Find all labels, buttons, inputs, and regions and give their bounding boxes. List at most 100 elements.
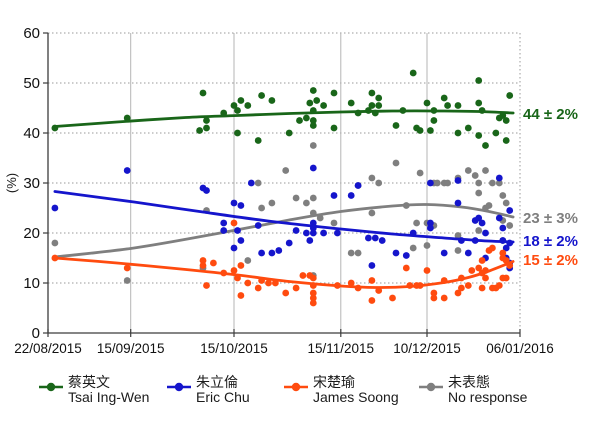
data-point-none [475,189,483,197]
data-point-soong [416,282,424,289]
data-point-tsai [375,94,383,102]
data-point-chu [454,177,462,184]
data-point-soong [454,289,462,297]
data-point-soong [502,257,510,264]
data-point-none [402,202,410,209]
data-point-soong [464,282,472,289]
data-point-soong [309,299,317,307]
y-tick-label: 40 [23,125,40,142]
data-point-chu [237,202,245,209]
data-point-soong [244,279,252,287]
data-point-tsai [368,102,376,109]
data-point-chu [285,239,293,247]
legend-label-zh: 蔡英文 [68,374,110,390]
data-point-chu [347,192,355,199]
data-point-tsai [230,102,238,109]
data-point-soong [309,282,317,289]
data-point-tsai [309,87,317,94]
data-point-tsai [234,107,241,114]
data-point-soong [478,257,486,264]
data-point-tsai [354,109,362,117]
data-point-tsai [492,129,500,137]
data-point-chu [230,244,238,252]
data-point-soong [478,284,486,292]
data-point-soong [389,294,396,302]
data-point-tsai [475,77,483,84]
data-point-chu [275,247,283,254]
data-point-chu [51,204,59,212]
data-point-soong [265,279,272,287]
data-point-chu [230,199,238,207]
data-point-chu [309,164,317,172]
data-point-tsai [409,69,417,77]
data-point-tsai [313,97,321,104]
data-point-chu [409,229,417,237]
data-point-tsai [440,94,448,102]
data-point-none [471,172,479,179]
data-point-soong [375,287,383,294]
y-tick-label: 20 [23,225,40,242]
data-point-tsai [506,92,514,99]
data-point-soong [334,282,341,289]
data-point-none [368,209,376,217]
y-tick-label: 50 [23,75,40,92]
y-tick-label: 10 [23,275,40,292]
data-point-none [282,167,290,174]
data-point-chu [475,214,483,222]
data-point-chu [506,207,514,214]
data-point-none [330,219,338,227]
data-point-soong [203,282,210,289]
data-point-chu [292,227,300,234]
data-point-chu [378,237,386,244]
x-tick-label: 10/12/2015 [393,341,461,356]
data-point-tsai [285,129,293,137]
data-point-none [502,199,510,207]
data-point-tsai [444,102,451,109]
line-dot-marker-icon [39,382,63,392]
data-point-soong [254,284,262,292]
data-point-chu [368,262,376,269]
legend-item-soong: 宋楚瑜 James Soong [283,375,399,405]
data-point-chu [440,249,448,257]
data-point-chu [306,237,314,244]
data-point-soong [482,267,489,274]
data-point-none [316,214,324,222]
data-point-none [309,142,317,149]
data-point-soong [199,257,207,264]
data-point-tsai [203,124,210,132]
data-point-chu [392,249,400,257]
data-point-soong [210,259,217,267]
data-point-none [354,249,362,257]
data-point-tsai [368,89,376,97]
data-point-chu [309,219,317,227]
data-point-soong [234,274,241,282]
data-point-tsai [475,99,483,107]
data-point-tsai [375,102,383,109]
legend-item-tsai: 蔡英文 Tsai Ing-Wen [38,375,149,405]
data-point-chu [123,167,131,174]
data-point-none [416,169,424,177]
data-point-soong [502,274,510,282]
data-point-none [409,244,417,252]
data-point-chu [309,229,317,237]
data-point-soong [482,274,489,282]
data-point-chu [482,229,489,237]
data-point-soong [440,294,448,302]
data-point-none [292,194,300,202]
data-point-none [123,277,131,284]
data-point-tsai [306,99,314,107]
data-point-none [454,247,462,254]
legend-label-zh: 宋楚瑜 [313,374,355,390]
data-point-tsai [464,124,472,132]
data-point-none [51,239,59,247]
data-point-soong [368,297,376,304]
data-point-soong [309,294,317,302]
data-point-chu [499,237,507,244]
y-tick-label: 30 [23,175,40,192]
annotation-soong: 15 ± 2% [523,252,578,269]
data-point-tsai [482,142,489,149]
data-point-none [423,242,431,249]
data-point-soong [406,282,414,289]
y-tick-label: 60 [23,25,40,42]
data-point-soong [309,289,317,297]
